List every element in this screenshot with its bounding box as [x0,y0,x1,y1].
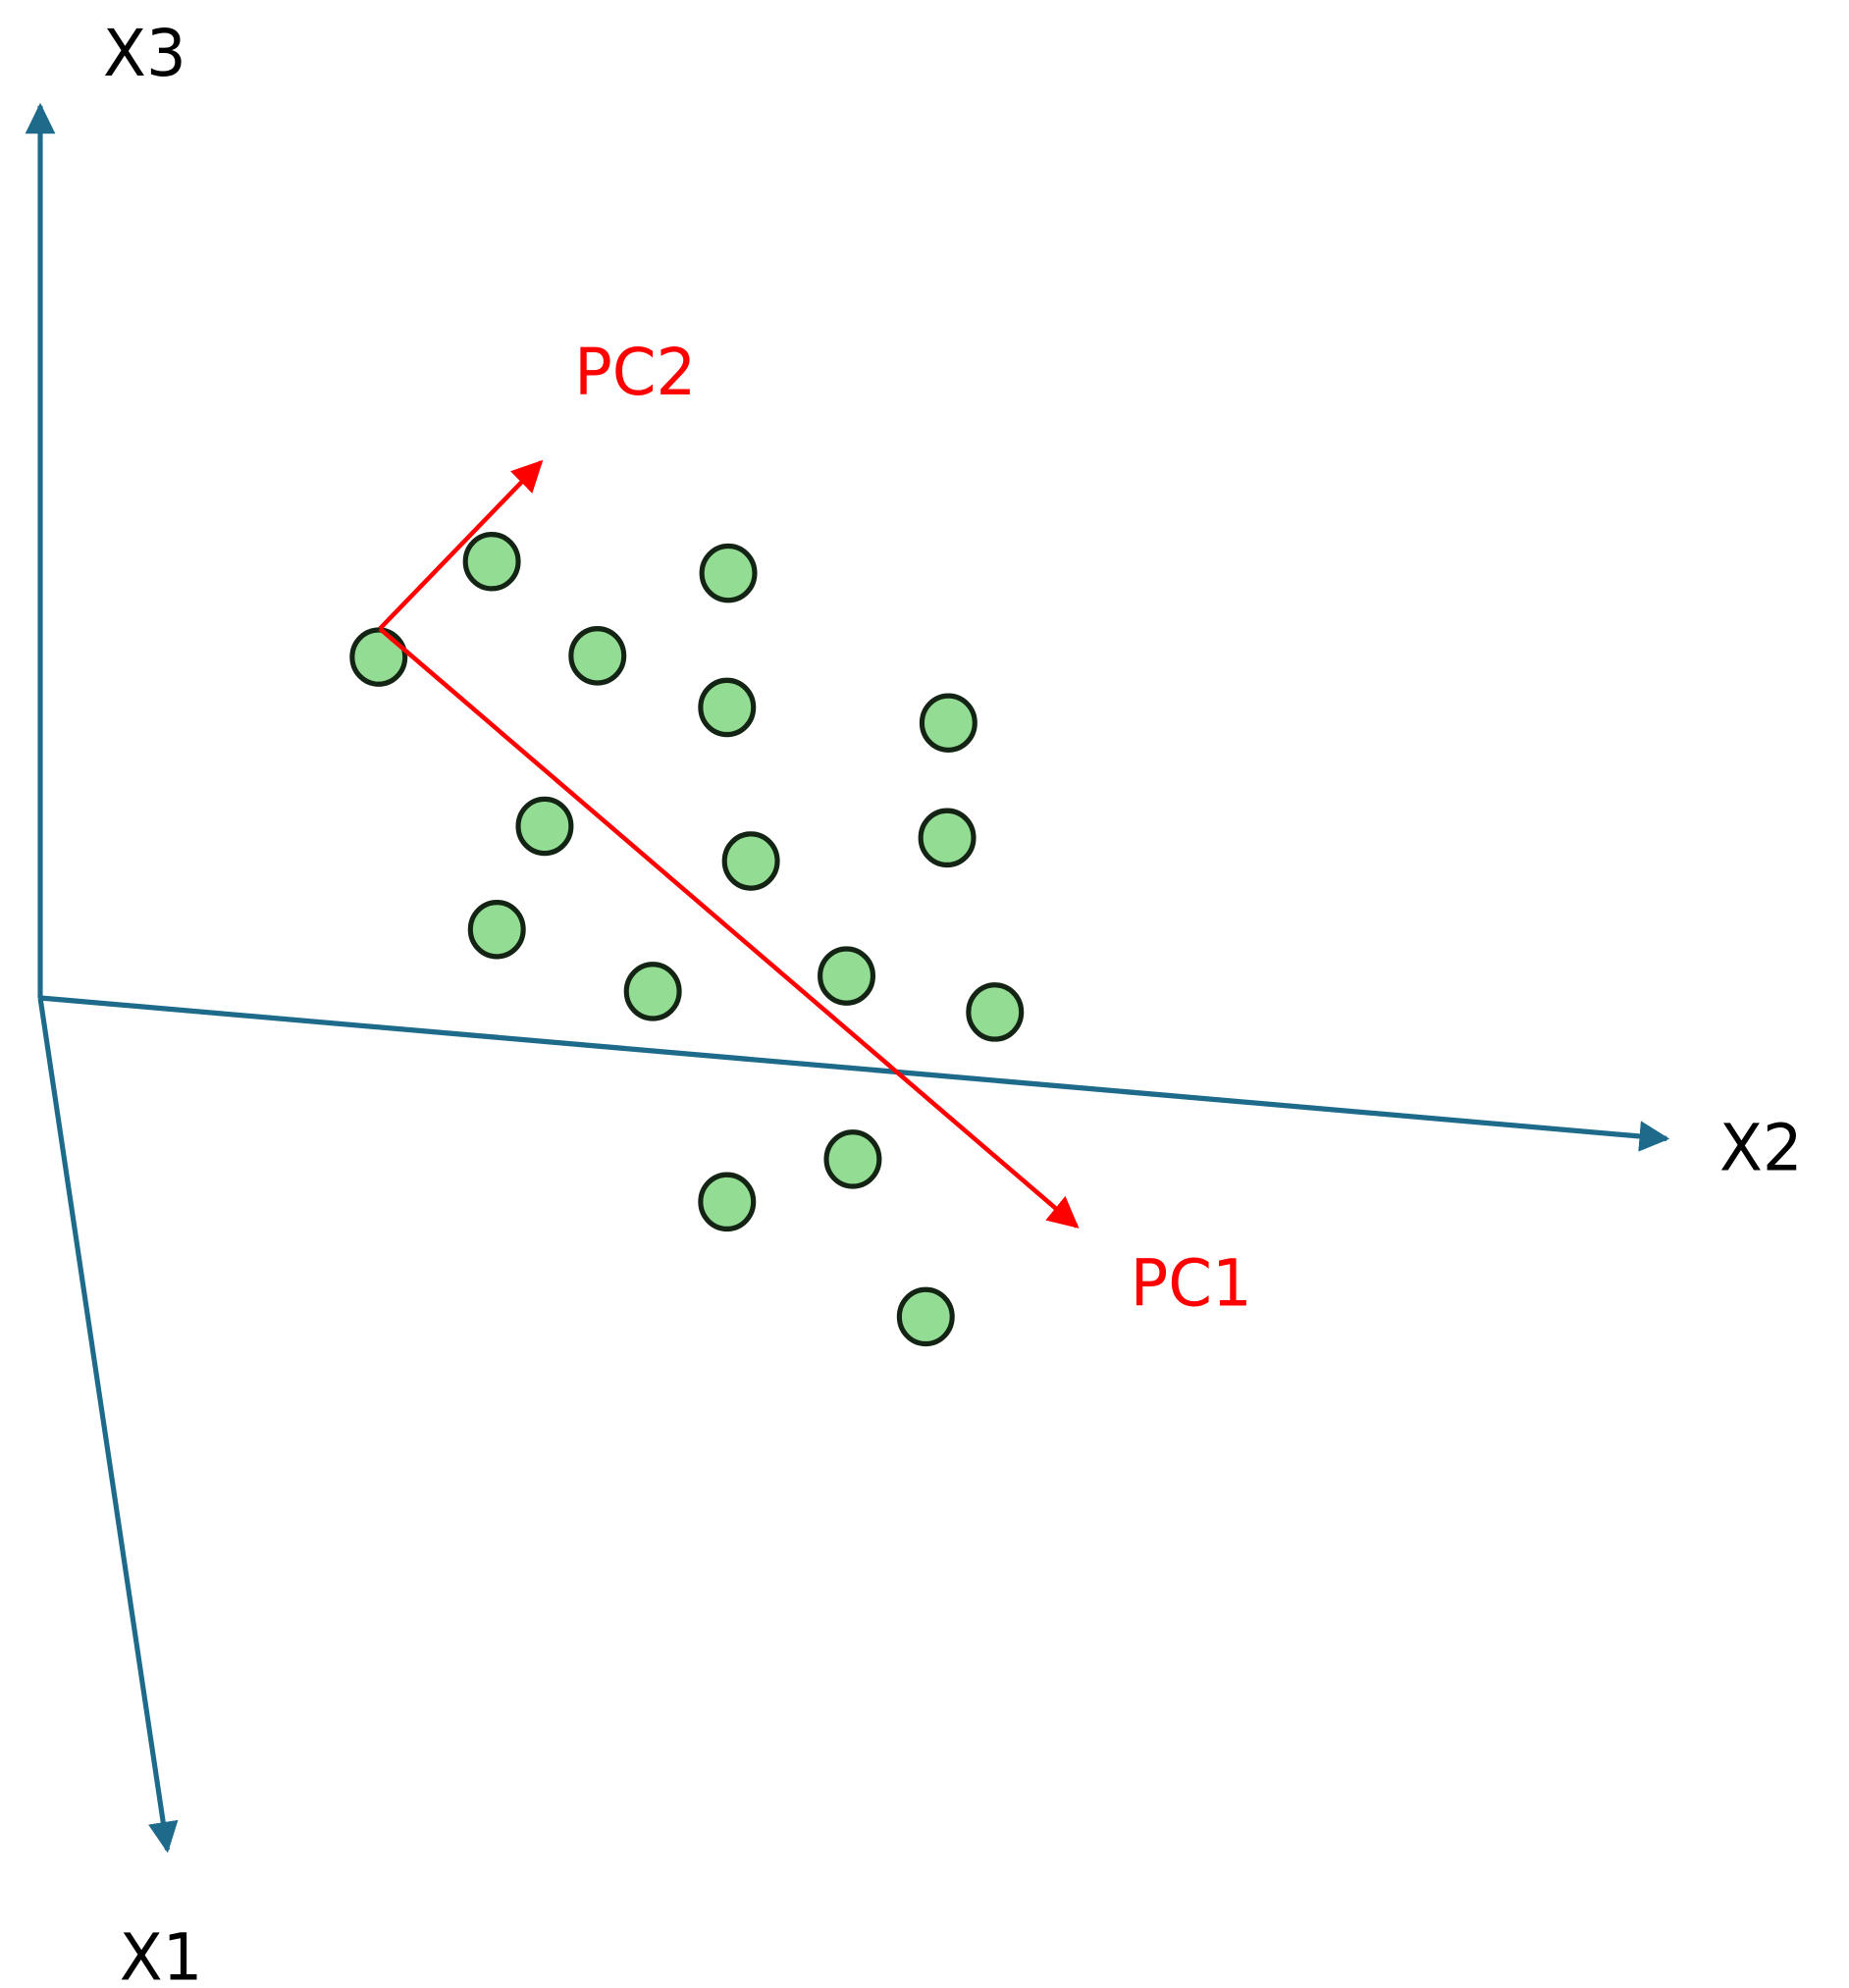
point [568,626,627,686]
x3-label: X3 [103,17,186,91]
x1-label: X1 [120,1921,203,1988]
pc1-label: PC1 [1131,1247,1252,1322]
point [699,543,758,603]
point [823,1129,882,1189]
point [515,796,574,857]
point [919,693,977,753]
point [896,1286,955,1347]
point [462,532,521,592]
point [818,946,876,1006]
x2-label: X2 [1719,1112,1803,1186]
pc1-arrow [378,626,1080,1229]
x1-axis [37,997,179,1854]
point [918,808,977,868]
point [349,627,408,687]
pc2-arrow [378,459,544,631]
point [467,899,526,960]
point [698,1172,757,1232]
data-points [349,532,1025,1347]
point [721,831,780,891]
point [698,677,757,738]
pc2-label: PC2 [574,336,696,410]
point [966,982,1025,1042]
x2-axis [39,995,1670,1152]
point [623,962,682,1021]
